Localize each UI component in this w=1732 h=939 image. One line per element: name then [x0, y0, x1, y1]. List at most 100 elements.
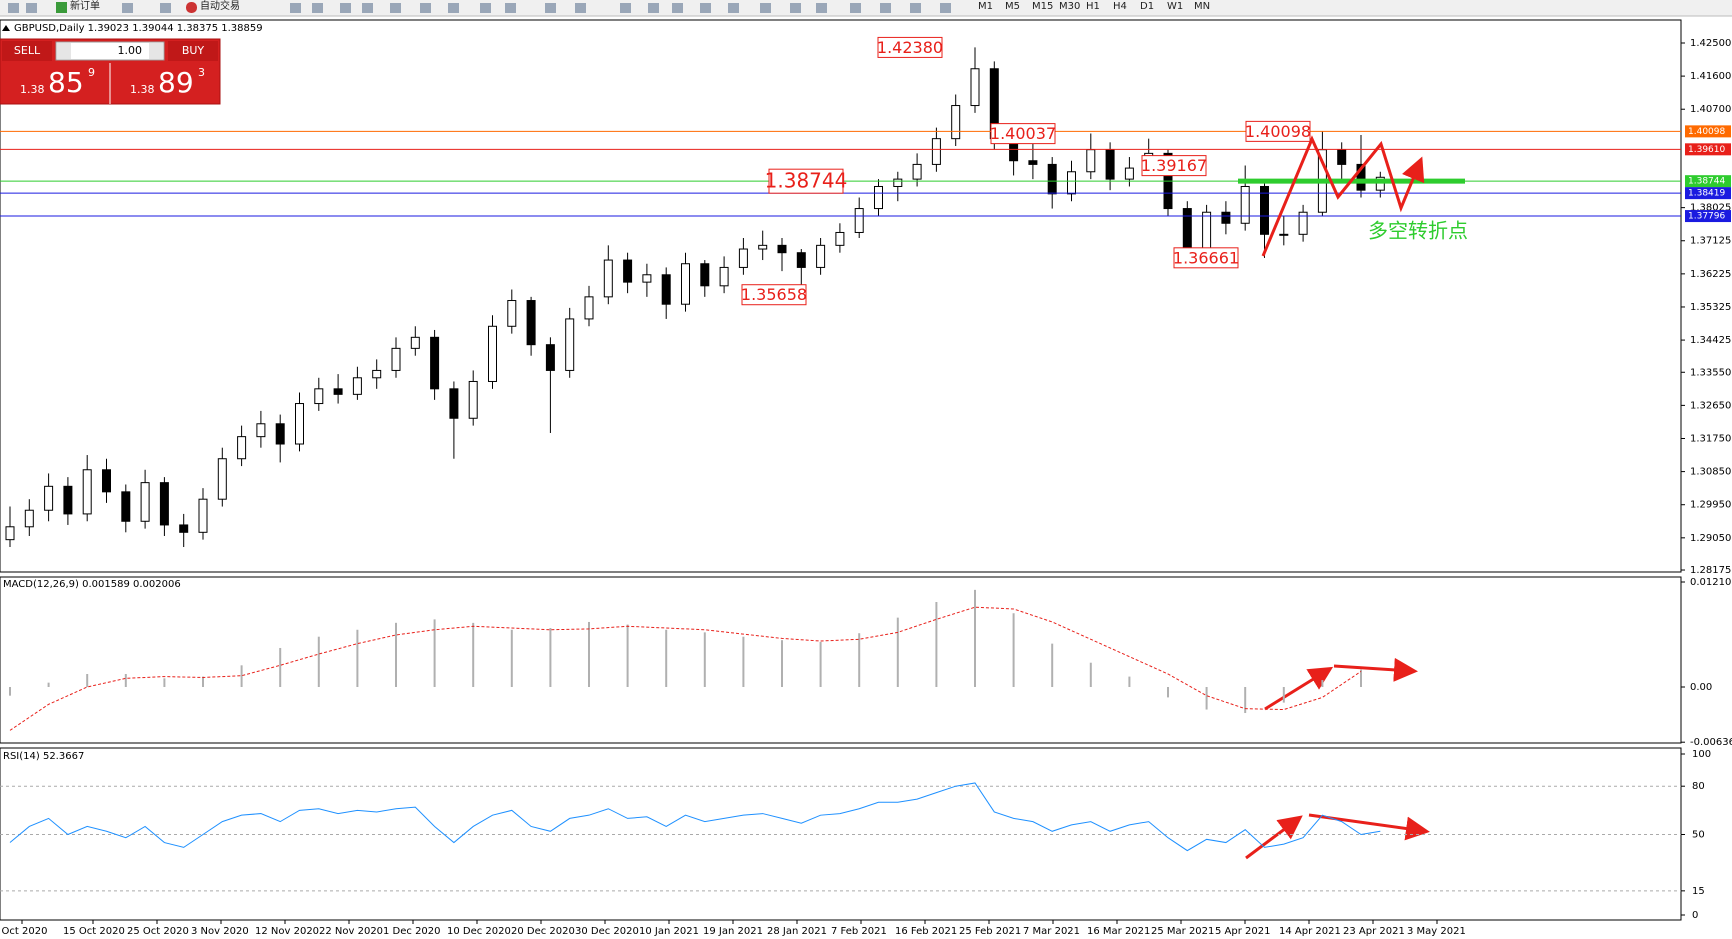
candle-body — [179, 524, 189, 533]
candle-body — [1047, 163, 1057, 195]
lot-down[interactable] — [57, 43, 71, 59]
date-label: 23 Apr 2021 — [1343, 926, 1405, 937]
buy-price-big[interactable]: 1.38 — [130, 83, 155, 96]
timeframe-button[interactable]: H4 — [1113, 1, 1127, 12]
collapse-icon[interactable] — [2, 25, 10, 31]
toolbar-icon[interactable] — [122, 3, 133, 13]
candle-body — [816, 244, 826, 268]
level-label-bg — [1685, 175, 1731, 188]
toolbar-icon[interactable] — [340, 3, 351, 13]
toolbar-icon[interactable] — [290, 3, 301, 13]
price-annotation-box — [877, 36, 943, 58]
timeframe-button[interactable]: W1 — [1167, 1, 1183, 12]
candle-body — [217, 458, 227, 500]
toolbar-icon[interactable] — [362, 3, 373, 13]
date-label: 12 Nov 2020 — [255, 926, 319, 937]
candle-body — [430, 336, 440, 390]
toolbar-icon[interactable] — [910, 3, 921, 13]
timeframe-button[interactable]: M1 — [978, 1, 993, 12]
toolbar-icon[interactable] — [940, 3, 951, 13]
price-annotation: 1.36661 — [1173, 248, 1239, 267]
date-label: 25 Oct 2020 — [127, 926, 189, 937]
timeframe-button[interactable]: M15 — [1032, 1, 1053, 12]
sell-label[interactable]: SELL — [14, 44, 41, 57]
candle-body — [1356, 163, 1366, 191]
candle-body — [5, 526, 15, 541]
macd-tick-label: 0.00 — [1690, 682, 1712, 693]
toolbar-icon[interactable] — [575, 3, 586, 13]
toolbar-icon[interactable] — [480, 3, 491, 13]
sell-price-pips[interactable]: 85 — [48, 66, 84, 99]
toolbar-icons — [8, 3, 951, 13]
lot-up[interactable] — [149, 43, 163, 59]
date-label: 14 Apr 2021 — [1279, 926, 1341, 937]
date-label: 10 Jan 2021 — [639, 926, 699, 937]
sell-price-big[interactable]: 1.38 — [20, 83, 45, 96]
timeframe-button[interactable]: D1 — [1140, 1, 1154, 12]
toolbar-icon[interactable] — [505, 3, 516, 13]
auto-trading-button[interactable]: 自动交易 — [200, 0, 240, 12]
toolbar-icon[interactable] — [700, 3, 711, 13]
candle-body — [275, 423, 285, 445]
toolbar-icon[interactable] — [728, 3, 739, 13]
buy-price-point[interactable]: 3 — [198, 66, 205, 79]
toolbar-icon[interactable] — [8, 3, 19, 13]
candle-body — [796, 252, 806, 268]
candle-body — [372, 369, 382, 379]
candle-body — [584, 296, 594, 320]
buy-button[interactable] — [168, 41, 218, 61]
date-label: 3 May 2021 — [1407, 926, 1466, 937]
toolbar-icon[interactable] — [816, 3, 827, 13]
new-order-icon[interactable] — [56, 2, 67, 13]
toolbar-icon[interactable] — [420, 3, 431, 13]
timeframe-button[interactable]: H1 — [1086, 1, 1100, 12]
new-order-button[interactable]: 新订单 — [70, 0, 100, 12]
rsi-tick-label: 0 — [1692, 910, 1698, 921]
toolbar-icon[interactable] — [312, 3, 323, 13]
price-tick-label: 1.30850 — [1690, 467, 1731, 478]
candle-body — [1067, 171, 1076, 195]
candle-body — [1279, 233, 1289, 236]
candle-body — [758, 244, 768, 250]
price-tick-label: 1.40700 — [1690, 104, 1731, 115]
sell-button[interactable] — [2, 41, 52, 61]
level-label: 1.39610 — [1688, 145, 1725, 155]
lot-value[interactable]: 1.00 — [118, 44, 143, 57]
price-tick-label: 1.29050 — [1690, 533, 1731, 544]
candle-body — [488, 325, 497, 382]
candle-body — [951, 105, 961, 140]
date-label: 7 Mar 2021 — [1023, 926, 1080, 937]
level-label: 1.37796 — [1688, 212, 1725, 222]
toolbar-icon[interactable] — [790, 3, 801, 13]
toolbar-icon[interactable] — [26, 3, 37, 13]
buy-label[interactable]: BUY — [182, 44, 205, 57]
toolbar-icon[interactable] — [545, 3, 556, 13]
toolbar-icon[interactable] — [672, 3, 683, 13]
price-annotation: 1.38744 — [765, 169, 848, 193]
toolbar-icon[interactable] — [620, 3, 631, 13]
toolbar-icon[interactable] — [160, 3, 171, 13]
price-layer — [0, 47, 1681, 548]
toolbar-icon[interactable] — [648, 3, 659, 13]
date-label: 28 Jan 2021 — [767, 926, 827, 937]
date-label: 25 Mar 2021 — [1151, 926, 1214, 937]
timeframe-button[interactable]: M30 — [1059, 1, 1080, 12]
toolbar-icon[interactable] — [850, 3, 861, 13]
date-label: 20 Dec 2020 — [511, 926, 575, 937]
sell-price-point[interactable]: 9 — [88, 66, 95, 79]
candle-body — [623, 259, 633, 283]
timeframe-button[interactable]: MN — [1194, 1, 1210, 12]
toolbar-icon[interactable] — [880, 3, 891, 13]
timeframe-button[interactable]: M5 — [1005, 1, 1020, 12]
candle-body — [526, 300, 536, 346]
toolbar-icon[interactable] — [390, 3, 401, 13]
candle-body — [681, 263, 690, 305]
toolbar-icon[interactable] — [448, 3, 459, 13]
auto-trading-icon[interactable] — [186, 2, 197, 13]
toolbar-icon[interactable] — [760, 3, 771, 13]
buy-price-pips[interactable]: 89 — [158, 66, 194, 99]
level-label: 1.38744 — [1688, 177, 1725, 187]
lot-input[interactable] — [55, 41, 165, 61]
candle-body — [970, 68, 980, 107]
candle-body — [159, 482, 169, 526]
